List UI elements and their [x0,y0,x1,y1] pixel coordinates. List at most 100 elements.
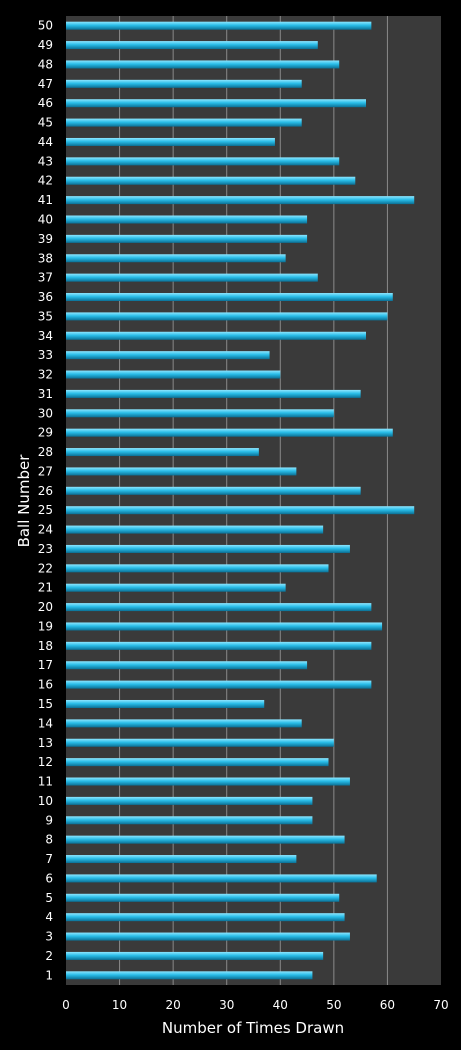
x-tick-label: 10 [112,998,127,1012]
y-tick-label: 36 [38,290,53,304]
y-tick-label: 47 [38,77,53,91]
bar-ball-44 [66,137,275,146]
y-tick-label: 15 [38,697,53,711]
bar-ball-5 [66,893,340,902]
y-tick-label: 21 [38,581,53,595]
y-tick-label: 43 [38,154,53,168]
x-tick-label: 0 [62,998,70,1012]
y-tick-label: 16 [38,678,53,692]
y-tick-label: 17 [38,658,53,672]
y-tick-label: 41 [38,193,53,207]
bar-ball-39 [66,234,308,243]
bar-ball-18 [66,641,372,650]
y-tick-label: 13 [38,736,53,750]
bar-ball-22 [66,564,329,573]
y-tick-label: 25 [38,503,53,517]
bars [66,21,415,980]
bar-ball-13 [66,738,334,747]
bar-ball-30 [66,409,334,418]
y-tick-label: 34 [38,329,53,343]
bar-ball-24 [66,525,324,534]
bar-ball-11 [66,777,350,786]
y-tick-label: 9 [45,813,53,827]
x-tick-label: 20 [166,998,181,1012]
y-tick-label: 19 [38,619,53,633]
y-tick-label: 5 [45,891,53,905]
y-tick-label: 3 [45,930,53,944]
y-tick-label: 45 [38,116,53,130]
y-tick-label: 31 [38,387,53,401]
bar-ball-48 [66,60,340,69]
bar-ball-27 [66,467,297,476]
y-tick-labels: 1234567891011121314151617181920212223242… [38,19,53,983]
bar-ball-15 [66,699,265,708]
bar-ball-12 [66,758,329,767]
bar-ball-7 [66,855,297,864]
y-tick-label: 35 [38,309,53,323]
y-tick-label: 20 [38,600,53,614]
bar-ball-29 [66,428,393,437]
bar-ball-47 [66,79,302,88]
bar-ball-46 [66,99,366,108]
bar-ball-17 [66,661,308,670]
bar-ball-43 [66,157,340,166]
x-tick-label: 60 [380,998,395,1012]
y-tick-label: 38 [38,251,53,265]
bar-ball-14 [66,719,302,728]
bar-ball-6 [66,874,377,883]
y-tick-label: 22 [38,561,53,575]
bar-ball-40 [66,215,308,224]
x-tick-label: 50 [326,998,341,1012]
bar-ball-45 [66,118,302,127]
x-tick-label: 70 [433,998,448,1012]
bar-ball-4 [66,913,345,922]
bar-ball-34 [66,331,366,340]
y-tick-label: 44 [38,135,53,149]
y-tick-label: 39 [38,232,53,246]
y-tick-label: 26 [38,484,53,498]
bar-ball-3 [66,932,350,941]
y-tick-label: 24 [38,523,53,537]
y-tick-label: 11 [38,775,53,789]
x-tick-labels: 0 10 20 30 40 50 60 70 [62,998,448,1012]
bar-ball-36 [66,293,393,302]
y-tick-label: 32 [38,368,53,382]
y-tick-label: 1 [45,968,53,982]
y-tick-label: 49 [38,38,53,52]
y-tick-label: 30 [38,406,53,420]
bar-ball-50 [66,21,372,30]
bar-ball-37 [66,273,318,282]
y-tick-label: 18 [38,639,53,653]
bar-ball-2 [66,951,324,960]
bar-ball-1 [66,971,313,980]
bar-ball-26 [66,486,361,495]
bar-ball-42 [66,176,356,185]
x-tick-label: 40 [273,998,288,1012]
y-tick-label: 48 [38,57,53,71]
bar-ball-32 [66,370,281,379]
bar-ball-31 [66,389,361,398]
bar-ball-25 [66,506,415,515]
bar-ball-38 [66,254,286,263]
y-tick-label: 7 [45,852,53,866]
y-tick-label: 28 [38,445,53,459]
y-tick-label: 10 [38,794,53,808]
bar-ball-49 [66,41,318,50]
y-tick-label: 46 [38,96,53,110]
bar-ball-10 [66,796,313,805]
y-tick-label: 4 [45,910,53,924]
bar-ball-23 [66,544,350,553]
y-tick-label: 12 [38,755,53,769]
bar-ball-33 [66,351,270,360]
bar-ball-28 [66,448,259,457]
y-axis-title: Ball Number [15,454,33,548]
bar-ball-9 [66,816,313,825]
y-tick-label: 42 [38,174,53,188]
x-axis-title: Number of Times Drawn [162,1019,344,1037]
y-tick-label: 6 [45,871,53,885]
y-tick-label: 8 [45,833,53,847]
bar-ball-21 [66,583,286,592]
y-tick-label: 40 [38,212,53,226]
y-tick-label: 23 [38,542,53,556]
